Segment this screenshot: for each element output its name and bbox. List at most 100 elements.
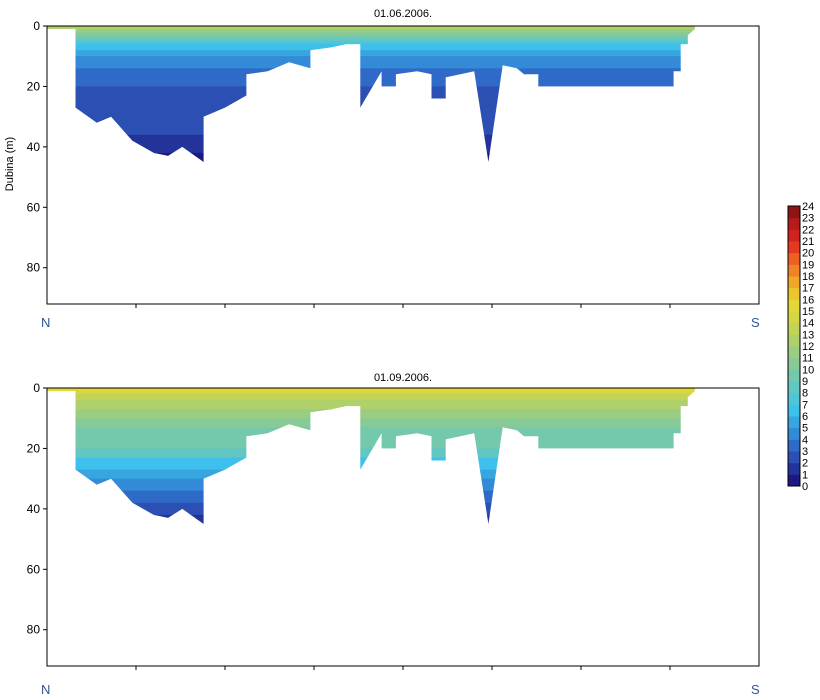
- colorbar-tick-label: 16: [802, 294, 814, 306]
- colorbar-segment: [788, 357, 800, 370]
- depth-band-top-10: [47, 86, 695, 136]
- colorbar-segment: [788, 217, 800, 230]
- colorbar-tick-label: 9: [802, 376, 808, 388]
- south-label-bottom: S: [751, 682, 760, 697]
- depth-band-bottom-7: [47, 448, 695, 459]
- y-tick-label: 60: [27, 562, 41, 576]
- colorbar-segment: [788, 264, 800, 277]
- colorbar-tick-label: 3: [802, 446, 808, 458]
- colorbar-tick-label: 17: [802, 283, 814, 295]
- depth-band-top-3: [47, 35, 695, 39]
- colorbar-tick-label: 15: [802, 306, 814, 318]
- y-tick-label: 20: [27, 441, 41, 455]
- colorbar-tick-label: 12: [802, 341, 814, 353]
- depth-band-top-5: [47, 41, 695, 45]
- depth-band-bottom-4: [47, 409, 695, 419]
- colorbar-segment: [788, 252, 800, 265]
- colorbar-tick-label: 24: [802, 201, 814, 213]
- colorbar-segment: [788, 462, 800, 475]
- colorbar-segment: [788, 311, 800, 324]
- colorbar-segment: [788, 439, 800, 452]
- colorbar-segment: [788, 299, 800, 312]
- depth-band-bottom-8: [47, 457, 695, 471]
- y-axis-top: 0 20 40 60 80: [27, 19, 47, 275]
- y-tick-label: 40: [27, 502, 41, 516]
- y-tick-label: 0: [33, 19, 40, 33]
- colorbar-frame: [787, 205, 801, 487]
- colorbar-segment: [788, 241, 800, 254]
- colorbar-segment: [788, 392, 800, 405]
- depth-band-bottom-3: [47, 400, 695, 410]
- depth-band-bottom-12: [47, 502, 695, 516]
- colorbar-tick-label: 11: [802, 353, 813, 365]
- chart-title-bottom: 01.09.2006.: [374, 372, 432, 384]
- section-panel-top: 01.06.2006. 0 20 40 60 80 Dubina (m) N S: [4, 8, 760, 330]
- colorbar-segment: [788, 416, 800, 429]
- colorbar-tick-label: 19: [802, 259, 814, 271]
- depth-band-bottom-6: [47, 427, 695, 450]
- depth-band-bottom-10: [47, 478, 695, 492]
- y-tick-label: 80: [27, 623, 41, 637]
- depth-band-top-9: [47, 68, 695, 87]
- depth-band-top-6: [47, 44, 695, 51]
- depth-band-bottom-13: [47, 514, 695, 524]
- y-tick-label: 20: [27, 79, 41, 93]
- depth-band-top-11: [47, 134, 695, 154]
- colorbar-segment: [788, 451, 800, 464]
- y-axis-bottom: 0 20 40 60 80: [27, 381, 47, 637]
- south-label-top: S: [751, 315, 760, 330]
- colorbar-segment: [788, 287, 800, 300]
- colorbar-segment: [788, 276, 800, 289]
- depth-fill-bottom: [47, 388, 695, 524]
- colorbar-segment: [788, 474, 800, 487]
- colorbar-segment: [788, 229, 800, 242]
- colorbar-segment: [788, 381, 800, 394]
- depth-band-top-2: [47, 32, 695, 36]
- colorbar-segment: [788, 206, 800, 219]
- depth-band-top-4: [47, 38, 695, 42]
- north-label-bottom: N: [41, 682, 50, 697]
- colorbar-tick-label: 20: [802, 248, 814, 260]
- colorbar-segment: [788, 369, 800, 382]
- depth-band-top-12: [47, 152, 695, 162]
- colorbar-tick-label: 14: [802, 318, 814, 330]
- depth-band-top-1: [47, 29, 695, 33]
- colorbar-tick-label: 8: [802, 388, 808, 400]
- colorbar-tick-label: 13: [802, 329, 814, 341]
- y-tick-label: 0: [33, 381, 40, 395]
- colorbar-tick-label: 2: [802, 458, 808, 470]
- depth-band-bottom-2: [47, 394, 695, 401]
- chart-title-top: 01.06.2006.: [374, 8, 432, 20]
- colorbar-tick-label: 6: [802, 411, 808, 423]
- depth-band-bottom-11: [47, 490, 695, 504]
- colorbar-tick-label: 4: [802, 434, 808, 446]
- depth-band-top-0: [47, 26, 695, 30]
- y-tick-label: 60: [27, 200, 41, 214]
- colorbar-tick-label: 0: [802, 481, 808, 493]
- colorbar-tick-label: 5: [802, 423, 808, 435]
- colorbar-tick-label: 1: [802, 469, 808, 481]
- colorbar-tick-label: 7: [802, 399, 808, 411]
- colorbar-tick-label: 18: [802, 271, 814, 283]
- depth-fill-top: [47, 26, 695, 162]
- colorbar-segment: [788, 334, 800, 347]
- colorbar-segment: [788, 322, 800, 335]
- colorbar-segment: [788, 404, 800, 417]
- north-label-top: N: [41, 315, 50, 330]
- depth-band-top-7: [47, 50, 695, 57]
- depth-band-bottom-0: [47, 388, 695, 392]
- depth-band-top-8: [47, 56, 695, 69]
- y-tick-label: 80: [27, 261, 41, 275]
- colorbar-tick-label: 22: [802, 224, 814, 236]
- depth-band-bottom-9: [47, 469, 695, 480]
- colorbar-tick-label: 23: [802, 213, 814, 225]
- depth-band-bottom-1: [47, 391, 695, 395]
- water-column-top: [47, 26, 695, 162]
- colorbar-tick-label: 21: [802, 236, 814, 248]
- colorbar-segment: [788, 427, 800, 440]
- y-tick-label: 40: [27, 140, 41, 154]
- colorbar-segment: [788, 346, 800, 359]
- water-column-bottom: [47, 388, 695, 524]
